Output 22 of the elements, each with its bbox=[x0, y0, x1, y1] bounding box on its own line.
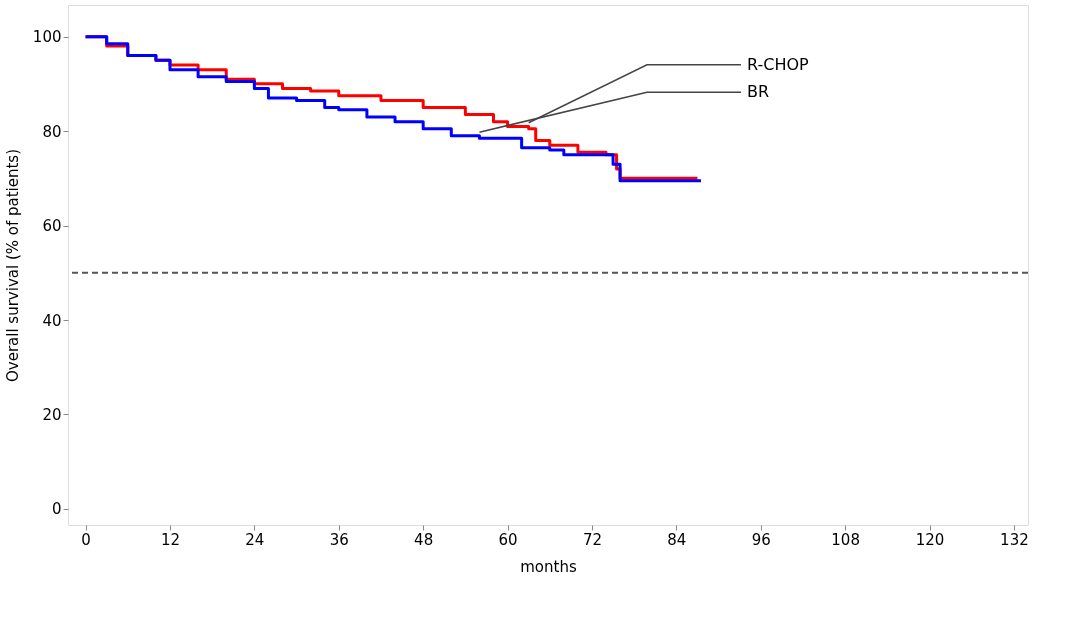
x-tick-label: 48 bbox=[414, 530, 434, 549]
text: R-CHOP bbox=[746, 54, 810, 74]
x-tick-label: 96 bbox=[751, 530, 771, 549]
y-tick-label: 80 bbox=[42, 122, 62, 141]
x-tick-label: 120 bbox=[915, 530, 945, 549]
text: BR bbox=[746, 82, 770, 102]
x-tick-label: 36 bbox=[329, 530, 349, 549]
x-tick-label: 132 bbox=[1000, 530, 1029, 549]
y-axis-title: Overall survival (% of patients) bbox=[3, 148, 22, 383]
x-tick-label: 24 bbox=[245, 530, 265, 549]
x-tick-label: 0 bbox=[81, 530, 91, 549]
x-axis-title: months bbox=[520, 557, 577, 576]
x-tick-label: 12 bbox=[160, 530, 181, 549]
y-tick-label: 100 bbox=[32, 28, 62, 47]
x-tick-label: 84 bbox=[667, 530, 687, 549]
x-tick-label: 108 bbox=[831, 530, 860, 549]
y-tick-label: 40 bbox=[42, 311, 62, 330]
y-tick-label: 60 bbox=[42, 217, 62, 236]
x-tick-label: 72 bbox=[582, 530, 602, 549]
y-tick-label: 0 bbox=[51, 500, 62, 519]
x-tick-label: 60 bbox=[498, 530, 518, 549]
y-tick-label: 20 bbox=[42, 405, 62, 424]
